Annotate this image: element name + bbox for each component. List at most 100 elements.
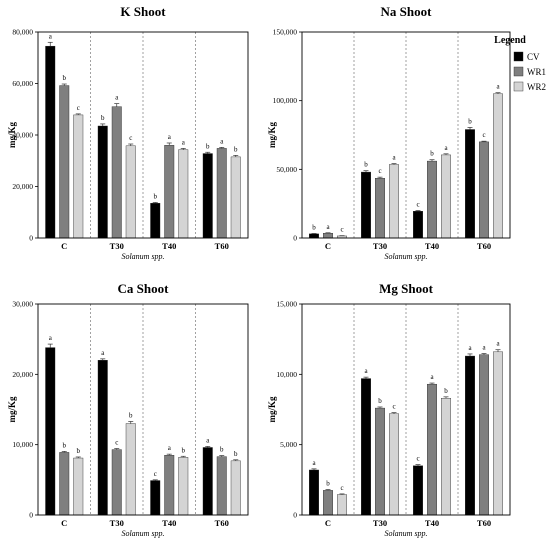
bar-wr1 xyxy=(323,232,333,239)
y-tick-label: 50,000 xyxy=(276,165,297,174)
bar-wr2 xyxy=(73,114,84,239)
x-axis-label: Solanum spp. xyxy=(121,252,164,261)
significance-letter: a xyxy=(101,349,105,357)
bar-wr1 xyxy=(216,456,227,516)
significance-letter: a xyxy=(482,344,486,352)
y-axis-label: mg/Kg xyxy=(267,122,277,148)
bar-wr2 xyxy=(493,351,503,516)
plot-frame xyxy=(37,31,249,239)
y-tick-label: 0 xyxy=(293,511,297,520)
legend-title: Legend xyxy=(494,35,526,46)
significance-letter: a xyxy=(364,367,368,375)
x-tick-label: T30 xyxy=(373,241,387,251)
y-tick-label: 10,000 xyxy=(12,440,33,449)
y-tick-label: 60,000 xyxy=(12,79,33,88)
bar-wr1 xyxy=(59,452,70,516)
bar-wr2 xyxy=(389,413,399,516)
bar-wr2 xyxy=(493,93,503,239)
y-tick-label: 100,000 xyxy=(273,96,298,105)
significance-letter: a xyxy=(444,144,448,152)
bar-wr2 xyxy=(178,149,189,239)
x-tick-label: T40 xyxy=(162,518,176,528)
significance-letter: c xyxy=(416,201,419,209)
bar-wr1 xyxy=(479,354,489,516)
bar-wr1 xyxy=(111,449,122,516)
significance-letter: b xyxy=(182,446,186,454)
legend-label: WR2 xyxy=(527,82,546,92)
bar-wr1 xyxy=(323,490,333,516)
significance-letter: c xyxy=(392,403,395,411)
significance-letter: b xyxy=(444,387,448,395)
bar-cv xyxy=(202,447,213,516)
panel-1: Na Shoot mg/Kg Solanum spp. 0 50,000 100,000 1… xyxy=(267,4,511,261)
significance-letter: a xyxy=(206,436,210,444)
bar-cv xyxy=(202,153,213,239)
significance-letter: b xyxy=(220,446,224,454)
significance-letter: c xyxy=(129,134,132,142)
x-tick-label: C xyxy=(61,241,67,251)
bar-cv xyxy=(45,347,56,516)
significance-letter: b xyxy=(430,150,434,158)
bar-cv xyxy=(361,171,371,239)
legend-label: WR1 xyxy=(527,67,546,77)
significance-letter: c xyxy=(340,484,343,492)
bar-wr2 xyxy=(230,460,241,516)
bar-wr1 xyxy=(216,148,227,239)
x-tick-label: C xyxy=(325,241,331,251)
legend-items: CV WR1 WR2 xyxy=(513,51,546,92)
bar-wr1 xyxy=(164,145,175,239)
x-tick-label: C xyxy=(325,518,331,528)
x-axis-label: Solanum spp. xyxy=(121,529,164,538)
bar-cv xyxy=(150,480,161,516)
bar-wr1 xyxy=(479,141,489,239)
significance-letter: a xyxy=(168,133,172,141)
x-axis-label: Solanum spp. xyxy=(384,529,427,538)
y-tick-label: 15,000 xyxy=(276,300,297,309)
x-tick-label: T30 xyxy=(373,518,387,528)
significance-letter: b xyxy=(129,411,133,419)
significance-letter: b xyxy=(312,223,316,231)
significance-letter: a xyxy=(168,444,172,452)
plot-frame xyxy=(301,303,511,516)
significance-letter: a xyxy=(182,138,186,146)
x-tick-label: T40 xyxy=(425,241,439,251)
bar-wr2 xyxy=(441,154,451,239)
legend-swatch-wr2 xyxy=(513,81,524,92)
significance-letter: b xyxy=(101,114,105,122)
chart-panels: K Shoot mg/Kg Solanum spp. 0 20,000 40,000 60,… xyxy=(7,4,511,538)
x-tick-label: T60 xyxy=(477,241,491,251)
y-tick-label: 0 xyxy=(293,234,297,243)
significance-letter: b xyxy=(154,192,158,200)
bar-wr2 xyxy=(389,164,399,239)
bar-wr2 xyxy=(73,457,84,516)
y-axis-label: mg/Kg xyxy=(7,122,17,148)
significance-letter: c xyxy=(482,131,485,139)
y-tick-label: 10,000 xyxy=(276,370,297,379)
bar-wr1 xyxy=(111,106,122,239)
significance-letter: a xyxy=(392,154,396,162)
significance-letter: c xyxy=(154,470,157,478)
significance-letter: a xyxy=(496,83,500,91)
y-tick-label: 0 xyxy=(29,234,33,243)
significance-letter: b xyxy=(326,480,330,488)
significance-letter: b xyxy=(468,117,472,125)
significance-letter: a xyxy=(496,340,500,348)
x-tick-label: T60 xyxy=(215,241,229,251)
significance-letter: b xyxy=(378,397,382,405)
bar-wr2 xyxy=(125,145,136,239)
bar-wr2 xyxy=(178,457,189,516)
x-tick-label: C xyxy=(61,518,67,528)
x-tick-label: T60 xyxy=(477,518,491,528)
significance-letter: a xyxy=(49,32,53,40)
bar-wr1 xyxy=(59,85,70,239)
y-tick-label: 5,000 xyxy=(280,440,297,449)
plot-frame xyxy=(37,303,249,516)
legend-swatch-cv xyxy=(513,51,524,62)
bar-cv xyxy=(309,469,319,516)
bar-cv xyxy=(97,125,108,239)
bar-cv xyxy=(97,360,108,516)
y-axis-label: mg/Kg xyxy=(267,396,277,422)
x-axis-label: Solanum spp. xyxy=(384,252,427,261)
y-tick-label: 0 xyxy=(29,511,33,520)
y-tick-label: 20,000 xyxy=(12,370,33,379)
